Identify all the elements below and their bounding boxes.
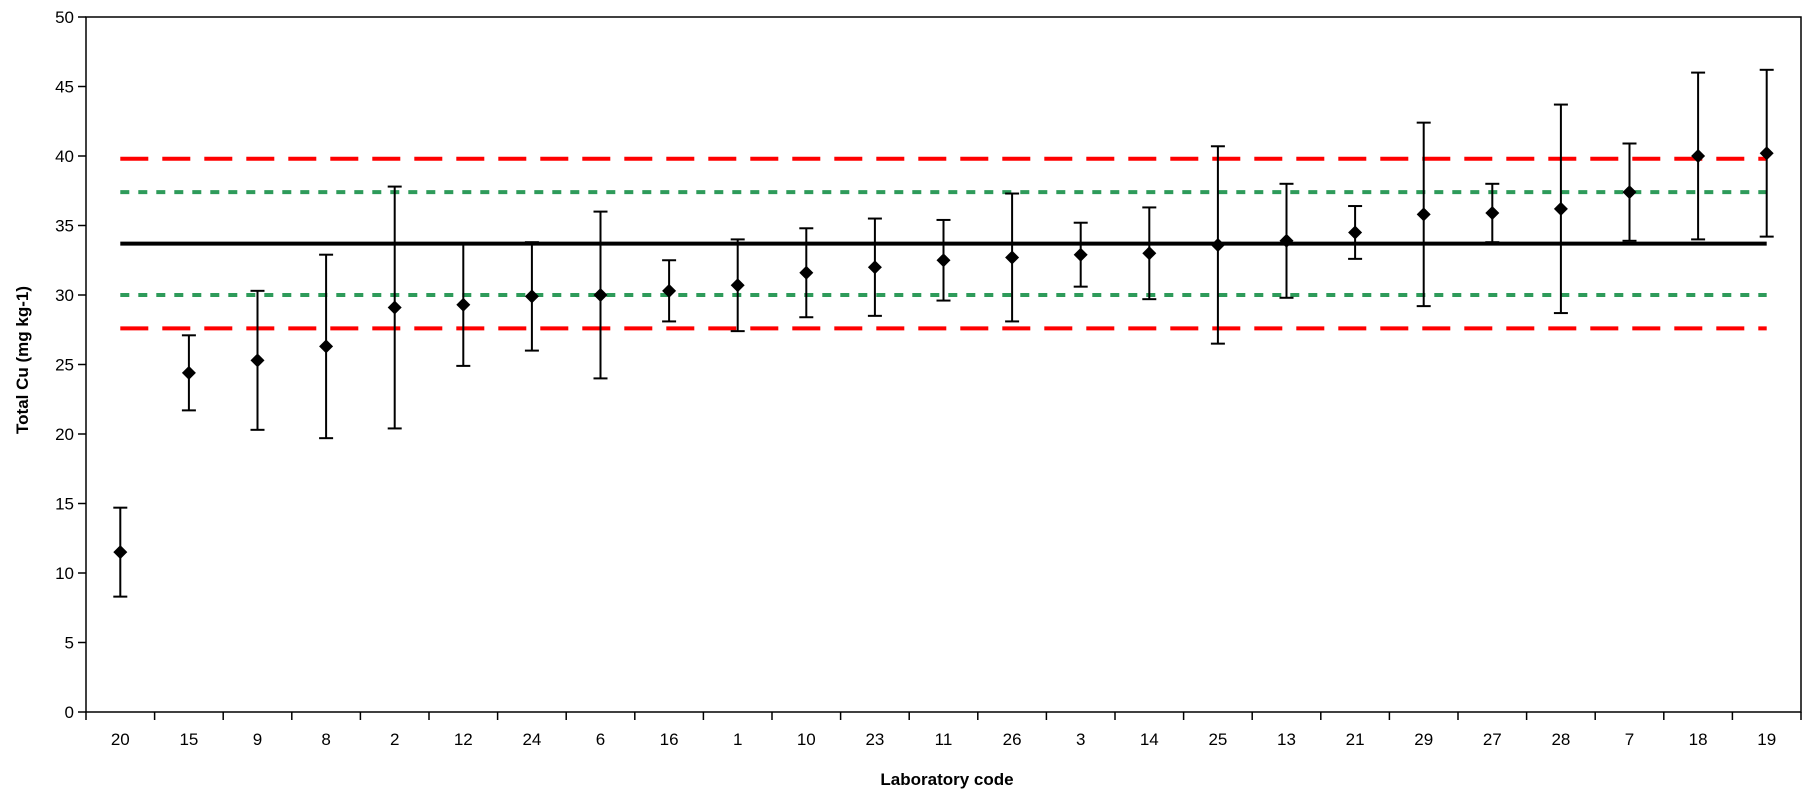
x-tick-label-13: 13 — [1277, 730, 1296, 749]
y-tick-label-35: 35 — [55, 217, 74, 236]
data-point-15 — [181, 365, 196, 380]
x-tick-label-10: 10 — [797, 730, 816, 749]
y-tick-label-30: 30 — [55, 286, 74, 305]
x-tick-label-21: 21 — [1346, 730, 1365, 749]
y-tick-label-45: 45 — [55, 78, 74, 97]
data-point-21 — [1348, 225, 1363, 240]
x-tick-label-9: 9 — [253, 730, 262, 749]
data-point-11 — [936, 253, 951, 268]
x-tick-label-28: 28 — [1551, 730, 1570, 749]
data-point-7 — [1622, 185, 1637, 200]
data-point-29 — [1416, 207, 1431, 222]
data-point-19 — [1759, 146, 1774, 161]
data-point-18 — [1691, 149, 1706, 163]
x-tick-label-20: 20 — [111, 730, 130, 749]
x-tick-label-7: 7 — [1625, 730, 1634, 749]
data-point-2 — [387, 300, 402, 315]
x-tick-label-19: 19 — [1757, 730, 1776, 749]
data-point-24 — [524, 289, 539, 304]
data-point-8 — [319, 339, 334, 354]
x-tick-label-12: 12 — [454, 730, 473, 749]
x-tick-label-23: 23 — [865, 730, 884, 749]
y-tick-label-20: 20 — [55, 425, 74, 444]
data-point-20 — [113, 545, 128, 560]
y-tick-label-5: 5 — [65, 634, 74, 653]
y-tick-label-0: 0 — [65, 703, 74, 722]
x-tick-label-11: 11 — [935, 730, 953, 749]
y-tick-label-50: 50 — [55, 8, 74, 27]
data-point-14 — [1142, 246, 1157, 261]
x-tick-label-3: 3 — [1076, 730, 1085, 749]
data-point-28 — [1553, 201, 1568, 216]
x-tick-label-18: 18 — [1689, 730, 1708, 749]
data-point-9 — [250, 353, 265, 368]
x-tick-label-26: 26 — [1003, 730, 1022, 749]
data-point-1 — [730, 278, 745, 293]
x-tick-label-8: 8 — [321, 730, 330, 749]
plot-frame — [85, 16, 1802, 713]
x-tick-label-15: 15 — [179, 730, 198, 749]
data-point-13 — [1279, 233, 1294, 248]
x-tick-label-6: 6 — [596, 730, 605, 749]
data-point-23 — [867, 260, 882, 275]
x-tick-label-2: 2 — [390, 730, 399, 749]
x-tick-label-14: 14 — [1140, 730, 1159, 749]
y-axis-title: Total Cu (mg kg-1) — [13, 286, 32, 434]
data-point-3 — [1073, 247, 1088, 262]
data-point-10 — [799, 265, 814, 280]
x-tick-label-1: 1 — [733, 730, 742, 749]
data-point-12 — [456, 297, 471, 312]
data-point-16 — [662, 283, 677, 298]
x-axis-title: Laboratory code — [880, 770, 1013, 789]
data-point-27 — [1485, 205, 1500, 220]
y-tick-label-15: 15 — [55, 495, 74, 514]
data-point-6 — [593, 288, 608, 302]
data-markers — [113, 146, 1774, 560]
y-tick-label-10: 10 — [55, 564, 74, 583]
x-tick-label-16: 16 — [660, 730, 679, 749]
data-point-25 — [1210, 237, 1225, 252]
x-tick-label-27: 27 — [1483, 730, 1502, 749]
error-bars — [113, 68, 1774, 598]
x-tick-label-25: 25 — [1208, 730, 1227, 749]
y-tick-label-40: 40 — [55, 147, 74, 166]
y-tick-label-25: 25 — [55, 356, 74, 375]
data-point-26 — [1005, 250, 1020, 265]
x-tick-label-29: 29 — [1414, 730, 1433, 749]
x-tick-label-24: 24 — [522, 730, 541, 749]
